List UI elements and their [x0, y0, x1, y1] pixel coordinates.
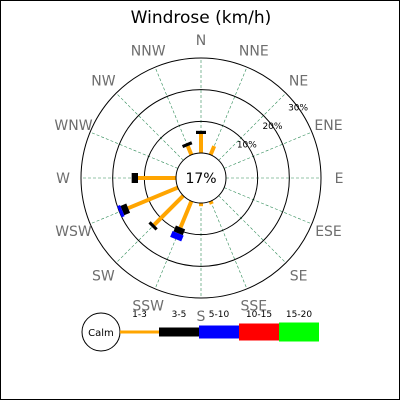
bar-nnw-3-5	[181, 141, 193, 149]
spoke-wnw	[90, 131, 179, 169]
legend-label-10-15: 10-15	[246, 310, 272, 320]
direction-label-e: E	[335, 171, 344, 187]
spoke-ene	[223, 131, 312, 169]
direction-labels: N NNE NE ENE E ESE SE SSE S SSW SW WSW W WNW NW NNW	[54, 33, 343, 325]
ring-20	[112, 89, 290, 267]
direction-label-ene: ENE	[314, 118, 342, 134]
direction-label-ssw: SSW	[132, 298, 164, 314]
spoke-se	[218, 195, 287, 264]
bar-ssw-1-3	[178, 200, 194, 229]
bar-sw-3-5	[148, 221, 158, 231]
chart-title: Windrose (km/h)	[131, 8, 272, 28]
direction-label-nnw: NNW	[131, 44, 166, 60]
bar-wsw-1-3	[127, 185, 179, 211]
speed-legend: Calm 1-3 3-5 5-10 10-15 15-20	[81, 310, 319, 352]
legend-label-5-10: 5-10	[209, 310, 230, 320]
direction-label-sse: SSE	[240, 298, 267, 314]
calm-percent-label: 17%	[185, 171, 216, 187]
ring-label-20: 20%	[262, 122, 282, 132]
direction-label-ne: NE	[289, 73, 308, 89]
legend-swatch-5-10	[199, 325, 239, 339]
spoke-nnw	[154, 67, 192, 156]
ring-label-10: 10%	[237, 141, 257, 151]
bar-wsw-3-5	[120, 203, 131, 216]
legend-swatch-15-20	[279, 322, 319, 342]
bar-nnw-1-3	[185, 145, 194, 156]
legend-label-1-3: 1-3	[132, 310, 147, 320]
direction-label-sw: SW	[92, 269, 115, 285]
calm-circle	[175, 152, 227, 204]
bar-ssw-5-10	[170, 230, 184, 242]
spoke-nne	[210, 67, 248, 156]
spoke-ne	[218, 92, 287, 161]
bar-sw-1-3	[152, 194, 185, 227]
direction-label-nne: NNE	[239, 44, 269, 60]
spoke-nw	[115, 92, 184, 161]
direction-label-w: W	[56, 171, 70, 187]
legend-label-15-20: 15-20	[286, 310, 312, 320]
spoke-sse	[210, 200, 248, 289]
legend-calm-label: Calm	[88, 328, 114, 339]
direction-label-wnw: WNW	[54, 118, 92, 134]
polar-grid	[80, 57, 322, 299]
ring-30	[80, 57, 322, 299]
legend-swatch-10-15	[239, 323, 279, 341]
legend-label-3-5: 3-5	[172, 310, 187, 320]
direction-label-wsw: WSW	[55, 224, 92, 240]
legend-swatch-1-3	[120, 330, 159, 334]
bar-sse-1-3	[208, 200, 214, 205]
ring-label-30: 30%	[288, 103, 308, 113]
wind-bars	[117, 130, 217, 242]
direction-label-nw: NW	[91, 73, 115, 89]
direction-label-s: S	[197, 309, 206, 325]
legend-swatch-3-5	[159, 327, 199, 337]
direction-label-se: SE	[290, 269, 308, 285]
direction-label-ese: ESE	[315, 224, 342, 240]
spoke-ese	[223, 187, 312, 225]
bar-ssw-3-5	[173, 225, 186, 236]
direction-label-n: N	[196, 33, 206, 49]
ring-labels: 10% 20% 30%	[237, 103, 309, 150]
bar-wsw-5-10	[117, 205, 125, 218]
bar-nne-1-3	[208, 145, 217, 156]
